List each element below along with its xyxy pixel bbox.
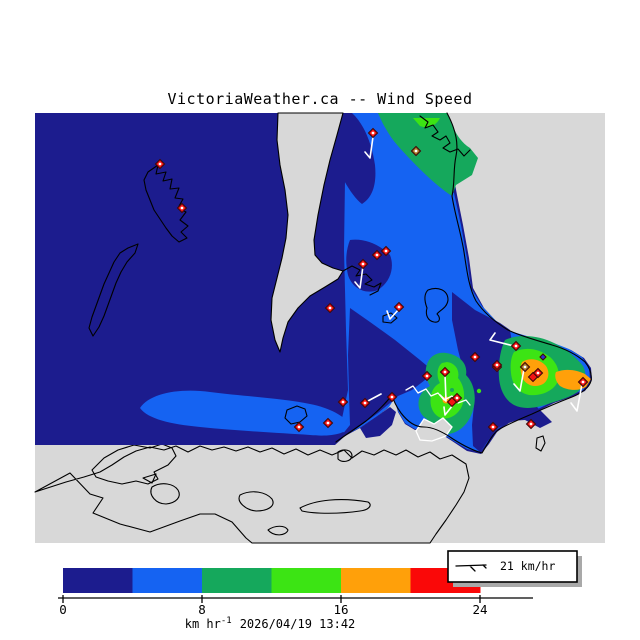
coastline-victoria-harbour-white (405, 385, 471, 406)
station-marker (491, 359, 503, 371)
lake-outline-island-b (88, 243, 139, 337)
lake-outline-a (150, 483, 180, 505)
lake-outline-c (337, 449, 353, 462)
station-marker (489, 332, 522, 352)
station-marker (322, 417, 334, 429)
legend-wind-speed-label: 21 km/hr (500, 559, 555, 573)
colorbar-bin-12-16 (271, 568, 342, 593)
lake-outline-b (238, 491, 274, 512)
station-marker (154, 158, 166, 170)
contour-green-north (378, 113, 478, 196)
contour-navy-harbour-bit (360, 407, 396, 438)
station-marker (527, 367, 544, 383)
station-marker (570, 376, 589, 412)
island-race-rocks (284, 405, 308, 425)
saanich-inlet-gray-channel (270, 112, 344, 353)
station-marker (176, 202, 188, 214)
contour-navy-strait-wedge (337, 308, 432, 441)
contour-dot-green (450, 388, 454, 392)
south-shore-land (34, 443, 470, 544)
coastline-north-tip (419, 115, 471, 157)
colorbar-segments (63, 568, 481, 593)
wind-barb (439, 373, 447, 402)
station-marker (293, 421, 305, 433)
colorbar-tick-16: 16 (333, 602, 348, 617)
station-marker (354, 258, 369, 289)
wind-barb (489, 332, 515, 347)
colorbar-ticks (62, 595, 481, 603)
station-marker (525, 418, 537, 430)
legend-box-frame (447, 550, 578, 583)
station-marker (487, 421, 499, 433)
land-inlet-small (142, 473, 157, 484)
spit-island (299, 499, 371, 514)
colorbar-bin-8-12 (202, 568, 272, 593)
station-marker (443, 392, 463, 416)
pond-outline (382, 312, 398, 324)
lake-outline-elk (424, 287, 449, 323)
contour-dot-lightgreen (476, 388, 482, 394)
wind-barb (365, 393, 382, 403)
station-marker (386, 391, 398, 403)
lake-outline-island-a (143, 164, 189, 243)
station-marker (324, 302, 336, 314)
colorbar-bin-4-8 (132, 568, 203, 593)
station-marker (371, 249, 383, 261)
contour-navy-inlet-patch (346, 239, 392, 292)
colorbar: 0 8 16 24 km hr-1 2026/04/19 13:42 (58, 568, 533, 631)
station-marker (469, 351, 481, 363)
station-markers-layer (154, 127, 589, 433)
page-title: VictoriaWeather.ca -- Wind Speed (168, 90, 473, 108)
station-marker (539, 353, 547, 361)
station-marker (337, 396, 349, 408)
station-marker (364, 127, 379, 159)
wind-barb (570, 383, 583, 412)
coastline-tod-inlet (342, 265, 382, 296)
colorbar-tick-8: 8 (198, 602, 206, 617)
station-marker (386, 301, 405, 320)
colorbar-bin-16-20 (341, 568, 411, 593)
island-trial (535, 435, 546, 452)
legend-box: 21 km/hr (447, 550, 582, 587)
wind-barb-icon (455, 564, 487, 572)
coastlines (88, 112, 592, 454)
station-marker (359, 393, 382, 409)
victoria-land-patch (415, 417, 453, 442)
wind-barb (513, 368, 525, 392)
station-marker (410, 145, 422, 157)
contour-lightgreen-victoria (430, 362, 465, 419)
station-marker (380, 245, 392, 257)
colorbar-tick-0: 0 (59, 602, 67, 617)
land-mass-main (34, 445, 470, 544)
colorbar-tick-24: 24 (472, 602, 487, 617)
colorbar-bin-0-4 (63, 568, 133, 593)
wind-barb (364, 136, 374, 159)
land-outline-peninsula (91, 443, 177, 485)
small-lake-outline (267, 525, 289, 536)
wind-barb (354, 265, 364, 289)
station-marker (513, 361, 531, 392)
station-marker (421, 370, 433, 382)
colorbar-unit-label: km hr-1 2026/04/19 13:42 (185, 616, 356, 631)
coastline-east (335, 112, 592, 454)
station-marker (439, 366, 451, 402)
